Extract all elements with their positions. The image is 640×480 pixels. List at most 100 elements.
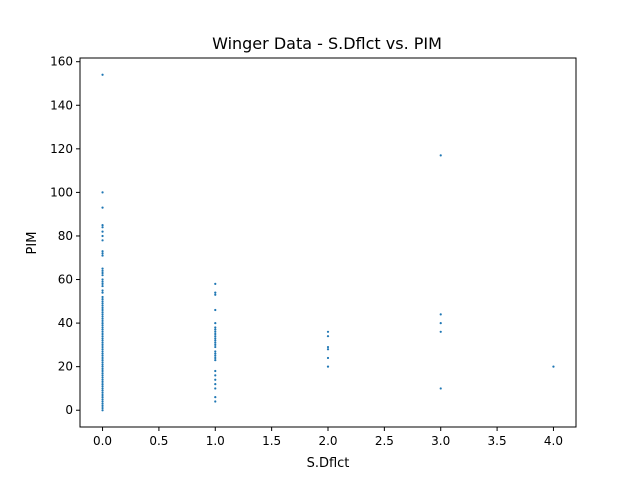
scatter-point	[439, 321, 442, 325]
y-axis-label: PIM	[25, 232, 40, 255]
x-tick-label: 0.5	[149, 434, 168, 448]
scatter-point	[214, 332, 217, 336]
scatter-point	[101, 254, 104, 257]
scatter-point	[101, 389, 104, 392]
scatter-point	[101, 365, 104, 368]
scatter-point	[101, 350, 104, 353]
scatter-point	[214, 359, 217, 362]
y-tick-label: 20	[58, 360, 73, 374]
scatter-point	[101, 289, 104, 292]
y-tick-label: 0	[65, 403, 73, 417]
scatter-point	[101, 311, 104, 314]
scatter-point	[101, 376, 104, 379]
scatter-point	[101, 345, 104, 349]
plot-frame	[79, 57, 577, 428]
y-tick-label: 40	[58, 316, 73, 330]
scatter-point	[101, 313, 104, 316]
x-tick-label: 3.0	[431, 434, 450, 448]
scatter-point	[214, 341, 217, 344]
scatter-point	[101, 317, 104, 320]
scatter-point	[101, 324, 104, 327]
scatter-point	[214, 282, 217, 285]
scatter-point	[214, 326, 217, 329]
scatter-point	[101, 282, 104, 285]
scatter-point	[214, 382, 217, 386]
scatter-point	[214, 387, 217, 390]
scatter-point	[214, 378, 217, 381]
scatter-point	[101, 274, 104, 277]
scatter-point	[101, 354, 104, 357]
scatter-point	[326, 330, 330, 333]
scatter-point	[101, 73, 104, 76]
scatter-point	[101, 234, 104, 238]
scatter-point	[101, 306, 104, 309]
x-tick-label: 1.5	[262, 434, 281, 448]
scatter-point	[214, 308, 217, 312]
scatter-point	[214, 350, 217, 353]
scatter-point	[214, 339, 217, 342]
scatter-point	[101, 380, 104, 384]
scatter-point	[101, 230, 104, 233]
scatter-point	[101, 404, 104, 407]
scatter-point	[101, 278, 104, 281]
x-tick-label: 1.0	[206, 434, 225, 448]
scatter-point	[326, 356, 330, 360]
scatter-point	[101, 304, 104, 307]
scatter-point	[101, 271, 104, 275]
scatter-point	[101, 406, 104, 410]
scatter-point	[101, 359, 104, 362]
scatter-point	[214, 396, 217, 399]
scatter-point	[214, 328, 217, 331]
scatter-point	[101, 252, 104, 255]
scatter-point	[214, 345, 217, 349]
x-tick-label: 3.5	[488, 434, 507, 448]
scatter-point	[101, 393, 104, 397]
x-tick-label: 2.5	[375, 434, 394, 448]
scatter-point	[101, 387, 104, 390]
scatter-point	[101, 361, 104, 364]
x-axis-ticks: 0.0 0.5 1.0 1.5 2.0 2.5 3.0 3.5 4.0	[93, 427, 563, 448]
scatter-point	[101, 326, 104, 329]
scatter-point	[214, 293, 217, 296]
scatter-point	[214, 291, 217, 294]
scatter-point	[101, 269, 104, 272]
scatter-point	[214, 330, 217, 333]
y-axis-ticks: 0 20 40 60 80 100 120 140 160	[50, 55, 80, 417]
scatter-point	[101, 409, 104, 412]
scatter-point	[214, 337, 217, 340]
x-axis-label: S.Dflct	[307, 456, 350, 471]
scatter-point	[214, 321, 217, 325]
scatter-point	[101, 302, 104, 305]
scatter-point	[101, 385, 104, 388]
scatter-point	[101, 402, 104, 405]
scatter-point	[101, 369, 104, 373]
scatter-point	[101, 372, 104, 375]
scatter-point	[101, 328, 104, 331]
scatter-point	[214, 343, 217, 346]
y-tick-label: 80	[58, 229, 73, 243]
scatter-point	[101, 343, 104, 346]
scatter-point	[101, 330, 104, 333]
scatter-point	[101, 250, 104, 253]
y-tick-label: 160	[50, 55, 73, 69]
scatter-point	[101, 298, 104, 301]
scatter-point	[214, 335, 217, 338]
scatter-point	[101, 398, 104, 401]
scatter-point	[101, 378, 104, 381]
scatter-point	[101, 341, 104, 344]
chart-title: Winger Data - S.Dflct vs. PIM	[212, 34, 442, 53]
scatter-point	[439, 330, 442, 333]
scatter-point	[101, 319, 104, 323]
scatter-point	[101, 356, 104, 360]
x-tick-label: 4.0	[544, 434, 563, 448]
scatter-point	[439, 154, 442, 157]
scatter-point	[101, 295, 104, 299]
data-points	[101, 73, 555, 412]
scatter-point	[101, 335, 104, 338]
scatter-point	[326, 335, 330, 338]
scatter-point	[214, 356, 217, 360]
scatter-point	[439, 387, 442, 390]
scatter-point	[326, 365, 330, 368]
scatter-point	[101, 291, 104, 294]
